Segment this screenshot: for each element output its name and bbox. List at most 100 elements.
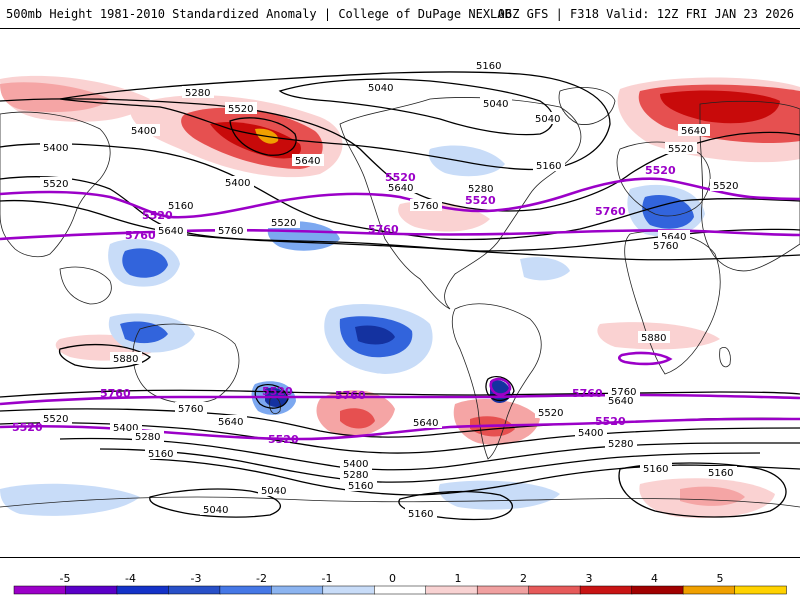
label-5520-sib: 5520	[668, 144, 693, 155]
anomaly-colorbar: -5 -4 -3 -2 -1 0 1 2 3 4 5	[0, 570, 800, 600]
label-5160-sh: 5160	[148, 449, 173, 460]
colorbar-tick-label: -3	[191, 572, 202, 585]
anomaly-siberia-3	[660, 90, 780, 124]
colorbar-swatch	[374, 585, 427, 595]
colorbar-swatch	[168, 585, 221, 595]
contour-5640-nh	[0, 199, 800, 261]
label-5400-sh: 5400	[113, 423, 138, 434]
label-5040-sh: 5040	[261, 486, 286, 497]
tlabel-5520-eur: 5520	[645, 164, 676, 177]
colorbar-swatch	[219, 585, 273, 595]
tlabel-5520-sh-w: 5520	[12, 421, 43, 434]
label-5400-pac: 5400	[225, 178, 250, 189]
anomaly-tropical-atl	[520, 257, 570, 281]
label-5400-spac: 5400	[343, 459, 368, 470]
colorbar-tick-label: 1	[455, 572, 462, 585]
label-5400-npac: 5400	[131, 126, 156, 137]
label-5160-pac: 5160	[168, 201, 193, 212]
anomaly-n-america	[428, 145, 505, 177]
run-info: 06Z GFS | F318 Valid: 12Z FRI JAN 23 202…	[497, 7, 794, 21]
label-5640-npac: 5640	[295, 156, 320, 167]
map-panel[interactable]: 5160 5040 5040 5040 5280 5520 5400 5640 …	[0, 28, 800, 558]
colorbar-tick-label: 4	[651, 572, 658, 585]
label-5520-asia: 5520	[43, 179, 68, 190]
tlabel-5760-sh-c: 5760	[335, 389, 366, 402]
colorbar-tick-label: -5	[60, 572, 71, 585]
tlabel-5760-atl: 5760	[595, 205, 626, 218]
colorbar-tick-label: -2	[256, 572, 267, 585]
contour-5400-sh	[59, 437, 800, 471]
anomaly-tropical-pacific-core	[355, 325, 395, 345]
colorbar-swatch	[65, 585, 118, 595]
colorbar-swatch	[631, 585, 684, 595]
thickness-5880-s-africa	[618, 351, 673, 366]
colorbar-tick-label: -1	[322, 572, 333, 585]
contour-5280-sh	[99, 448, 761, 483]
thickness-5760-sh	[0, 393, 800, 406]
anomaly-maritime-2	[120, 321, 168, 344]
thickness-chile-loop	[489, 377, 512, 396]
label-5640-sib: 5640	[681, 126, 706, 137]
negative-anomaly-regions	[0, 145, 705, 516]
contour-5400-nh	[0, 143, 800, 241]
anomaly-map[interactable]: 5160 5040 5040 5040 5280 5520 5400 5640 …	[0, 29, 800, 558]
label-5760-pac: 5760	[218, 226, 243, 237]
label-5160-sind-2: 5160	[708, 468, 733, 479]
anomaly-s-pacific-core	[340, 408, 375, 429]
asia-coast-west	[699, 100, 800, 272]
tlabel-5520-na: 5520	[385, 171, 416, 184]
label-5280-satl: 5280	[608, 439, 633, 450]
thickness-5760-nh	[0, 228, 800, 241]
anomaly-w-pacific-2	[122, 248, 168, 278]
label-5520-eur: 5520	[713, 181, 738, 192]
label-5640-pac: 5640	[158, 226, 183, 237]
colorbar-swatch	[425, 585, 478, 595]
madagascar-coast	[719, 347, 731, 368]
tlabel-5760-pac: 5760	[125, 229, 156, 242]
contour-5040-nh	[278, 78, 554, 136]
label-5640-na: 5640	[388, 183, 413, 194]
label-5760-sind: 5760	[611, 387, 636, 398]
antarctica-coast	[0, 496, 800, 508]
australia-coast	[132, 323, 240, 404]
label-5880-afr: 5880	[641, 333, 666, 344]
colorbar-swatch	[682, 585, 736, 595]
label-5160-ant: 5160	[408, 509, 433, 520]
colorbar-svg: -5 -4 -3 -2 -1 0 1 2 3 4 5	[13, 572, 787, 595]
colorbar-swatch	[116, 585, 170, 595]
tlabel-5760-na: 5760	[368, 223, 399, 236]
thickness-labels: 5520 5520 5520 5520 5760 5760 5760 5760 …	[12, 164, 676, 446]
contour-5760-sh	[0, 389, 800, 398]
greenland-coast	[558, 86, 616, 125]
label-5040-na: 5040	[483, 99, 508, 110]
colorbar-tick-label: 5	[717, 572, 724, 585]
label-5400-satl: 5400	[578, 428, 603, 439]
anomaly-antarctic	[0, 483, 140, 516]
label-5160-sind: 5160	[643, 464, 668, 475]
colorbar-tick-label: -4	[125, 572, 136, 585]
label-5760-sh: 5760	[178, 404, 203, 415]
colorbar-swatch	[13, 585, 67, 595]
anomaly-n-atlantic-2	[0, 82, 110, 113]
label-5160-top: 5160	[476, 61, 501, 72]
map-title: 500mb Height 1981-2010 Standardized Anom…	[6, 7, 512, 21]
label-5280-spac: 5280	[343, 470, 368, 481]
colorbar-swatch	[476, 585, 530, 595]
contour-low-spac	[254, 384, 289, 409]
contour-5880-tropic	[58, 343, 152, 369]
colorbar-swatch	[322, 585, 376, 595]
contour-low-npac	[229, 117, 297, 156]
label-5640-spac: 5640	[413, 418, 438, 429]
label-5520-npac: 5520	[228, 104, 253, 115]
tlabel-5520-low: 5520	[262, 385, 293, 398]
label-5280-na: 5280	[468, 184, 493, 195]
anomaly-europe-2	[642, 195, 694, 229]
colorbar-tick-label: 3	[586, 572, 593, 585]
contour-low-chile	[485, 376, 515, 402]
label-5280-sh: 5280	[135, 432, 160, 443]
label-5040-ca: 5040	[535, 114, 560, 125]
label-5880-trop: 5880	[113, 354, 138, 365]
colorbar-swatch	[528, 585, 581, 595]
colorbar-swatch	[271, 585, 324, 595]
label-5640-eur: 5640	[661, 232, 686, 243]
